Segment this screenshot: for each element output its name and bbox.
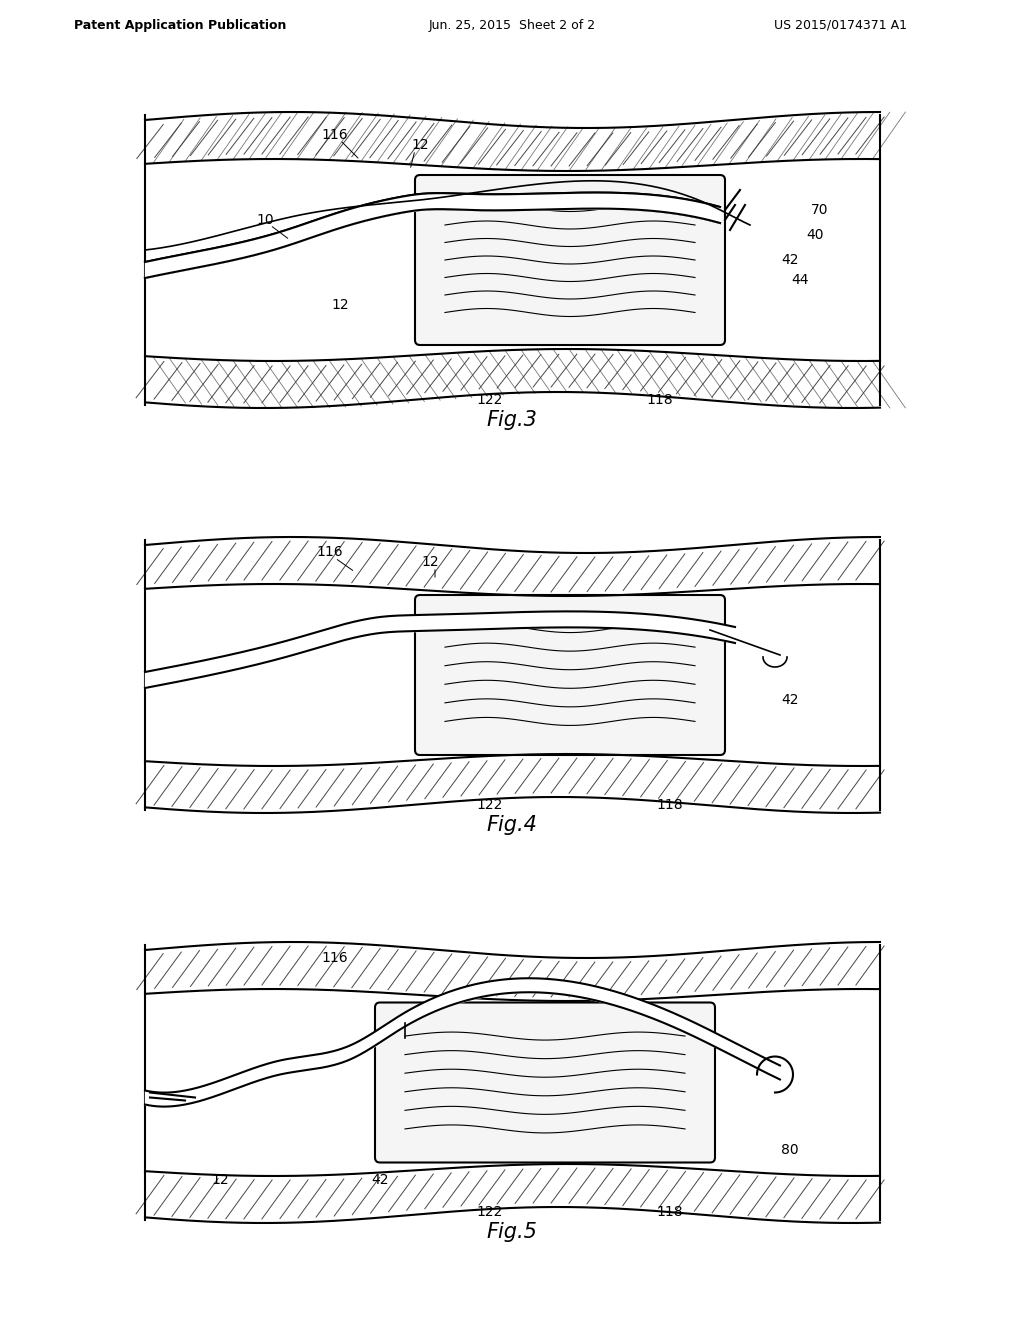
Text: Fig.4: Fig.4: [486, 814, 538, 836]
Text: 118: 118: [647, 393, 674, 407]
Text: Patent Application Publication: Patent Application Publication: [74, 18, 286, 32]
Text: Jun. 25, 2015  Sheet 2 of 2: Jun. 25, 2015 Sheet 2 of 2: [428, 18, 596, 32]
FancyBboxPatch shape: [415, 595, 725, 755]
FancyBboxPatch shape: [375, 1002, 715, 1163]
Text: 70: 70: [811, 203, 828, 216]
Text: 122: 122: [477, 1205, 503, 1218]
Text: 44: 44: [792, 273, 809, 286]
Text: 12: 12: [211, 1173, 228, 1187]
Text: 118: 118: [656, 799, 683, 812]
Text: US 2015/0174371 A1: US 2015/0174371 A1: [773, 18, 906, 32]
Text: 42: 42: [781, 253, 799, 267]
Text: 42: 42: [781, 693, 799, 708]
Text: 116: 116: [322, 128, 348, 143]
Text: 40: 40: [806, 228, 823, 242]
Text: 116: 116: [322, 950, 348, 965]
Text: 122: 122: [477, 799, 503, 812]
Text: 42: 42: [372, 1173, 389, 1187]
Text: 12: 12: [331, 298, 349, 312]
Text: Fig.5: Fig.5: [486, 1222, 538, 1242]
Text: 118: 118: [656, 1205, 683, 1218]
Text: 80: 80: [781, 1143, 799, 1158]
FancyBboxPatch shape: [415, 176, 725, 345]
Text: 10: 10: [256, 213, 273, 227]
Text: 12: 12: [412, 139, 429, 152]
Text: 122: 122: [477, 393, 503, 407]
Text: 12: 12: [421, 554, 439, 569]
Text: Fig.3: Fig.3: [486, 411, 538, 430]
Text: 116: 116: [316, 545, 343, 558]
